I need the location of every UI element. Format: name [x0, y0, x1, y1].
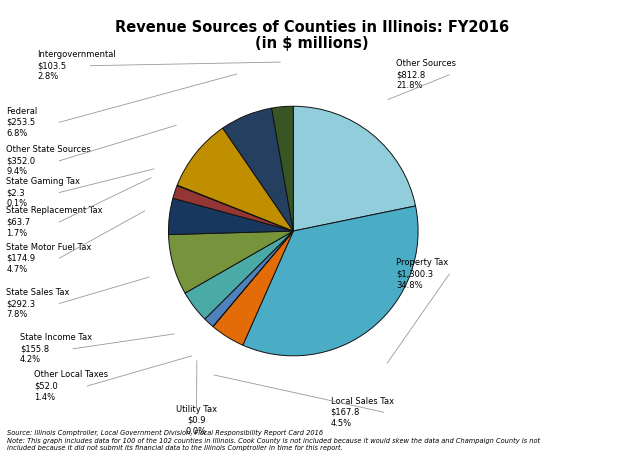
Text: State Income Tax
$155.8
4.2%: State Income Tax $155.8 4.2% [20, 333, 92, 364]
Wedge shape [177, 185, 293, 231]
Text: State Motor Fuel Tax
$174.9
4.7%: State Motor Fuel Tax $174.9 4.7% [6, 243, 92, 274]
Text: State Sales Tax
$292.3
7.8%: State Sales Tax $292.3 7.8% [6, 288, 70, 319]
Wedge shape [243, 206, 418, 356]
Text: State Replacement Tax
$63.7
1.7%: State Replacement Tax $63.7 1.7% [6, 207, 103, 237]
Text: Utility Tax
$0.9
0.0%: Utility Tax $0.9 0.0% [176, 405, 217, 436]
Wedge shape [168, 198, 293, 235]
Wedge shape [213, 231, 293, 327]
Text: Local Sales Tax
$167.8
4.5%: Local Sales Tax $167.8 4.5% [331, 397, 394, 428]
Text: Other Sources
$812.8
21.8%: Other Sources $812.8 21.8% [396, 59, 456, 90]
Wedge shape [223, 108, 293, 231]
Wedge shape [293, 106, 416, 231]
Wedge shape [271, 106, 293, 231]
Wedge shape [177, 128, 293, 231]
Wedge shape [185, 231, 293, 319]
Text: Other Local Taxes
$52.0
1.4%: Other Local Taxes $52.0 1.4% [34, 371, 109, 401]
Wedge shape [213, 231, 293, 345]
Text: State Gaming Tax
$2.3
0.1%: State Gaming Tax $2.3 0.1% [6, 177, 80, 208]
Wedge shape [205, 231, 293, 327]
Wedge shape [168, 231, 293, 293]
Text: Intergovernmental
$103.5
2.8%: Intergovernmental $103.5 2.8% [37, 50, 116, 81]
Text: Source: Illinois Comptroller, Local Government Division, Fiscal Responsibility R: Source: Illinois Comptroller, Local Gove… [7, 430, 540, 451]
Text: (in $ millions): (in $ millions) [255, 36, 369, 51]
Text: Revenue Sources of Counties in Illinois: FY2016: Revenue Sources of Counties in Illinois:… [115, 20, 509, 35]
Text: Federal
$253.5
6.8%: Federal $253.5 6.8% [6, 107, 37, 138]
Text: Other State Sources
$352.0
9.4%: Other State Sources $352.0 9.4% [6, 145, 91, 176]
Wedge shape [173, 186, 293, 231]
Text: Property Tax
$1,300.3
34.8%: Property Tax $1,300.3 34.8% [396, 259, 449, 289]
